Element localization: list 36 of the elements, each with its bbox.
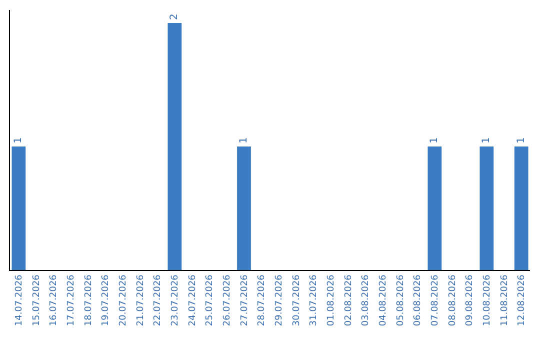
- x-tick-label: 15.07.2026: [32, 274, 42, 326]
- data-label: 1: [238, 137, 250, 144]
- x-tick-label: 03.08.2026: [361, 274, 372, 326]
- x-tick-label: 24.07.2026: [188, 274, 198, 326]
- x-tick-label: 18.07.2026: [84, 274, 94, 326]
- x-tick-label: 02.08.2026: [344, 274, 354, 326]
- x-tick-label: 17.07.2026: [66, 274, 77, 326]
- data-label: 1: [481, 137, 492, 144]
- data-label: 1: [13, 137, 24, 144]
- x-tick-label: 23.07.2026: [170, 274, 181, 326]
- x-tick-label: 12.08.2026: [517, 274, 528, 326]
- x-tick-label: 08.08.2026: [448, 274, 458, 326]
- x-tick-label: 06.08.2026: [413, 274, 424, 326]
- x-tick-label: 28.07.2026: [257, 274, 268, 326]
- x-tick-label: 31.07.2026: [309, 274, 320, 326]
- x-tick-label: 09.08.2026: [465, 274, 476, 326]
- x-tick-label: 11.08.2026: [500, 274, 510, 326]
- data-label: 2: [169, 14, 180, 20]
- x-tick-label: 26.07.2026: [222, 274, 233, 326]
- x-tick-label: 04.08.2026: [378, 274, 389, 326]
- x-tick-label: 22.07.2026: [153, 274, 164, 326]
- x-tick-label: 14.07.2026: [14, 274, 25, 326]
- x-tick-label: 21.07.2026: [136, 274, 146, 326]
- x-tick-label: 16.07.2026: [49, 274, 60, 326]
- x-tick-label: 07.08.2026: [430, 274, 441, 326]
- x-tick-label: 19.07.2026: [101, 274, 112, 326]
- data-label: 1: [516, 137, 527, 144]
- x-tick-label: 01.08.2026: [326, 274, 337, 326]
- x-tick-label: 10.08.2026: [482, 274, 493, 326]
- x-tick-label: 30.07.2026: [292, 274, 302, 326]
- data-label: 1: [429, 137, 440, 144]
- x-tick-label: 27.07.2026: [240, 274, 250, 326]
- x-tick-label: 25.07.2026: [205, 274, 216, 326]
- x-tick-label: 20.07.2026: [118, 274, 129, 326]
- x-tick-label: 29.07.2026: [274, 274, 285, 326]
- x-tick-label: 05.08.2026: [396, 274, 406, 326]
